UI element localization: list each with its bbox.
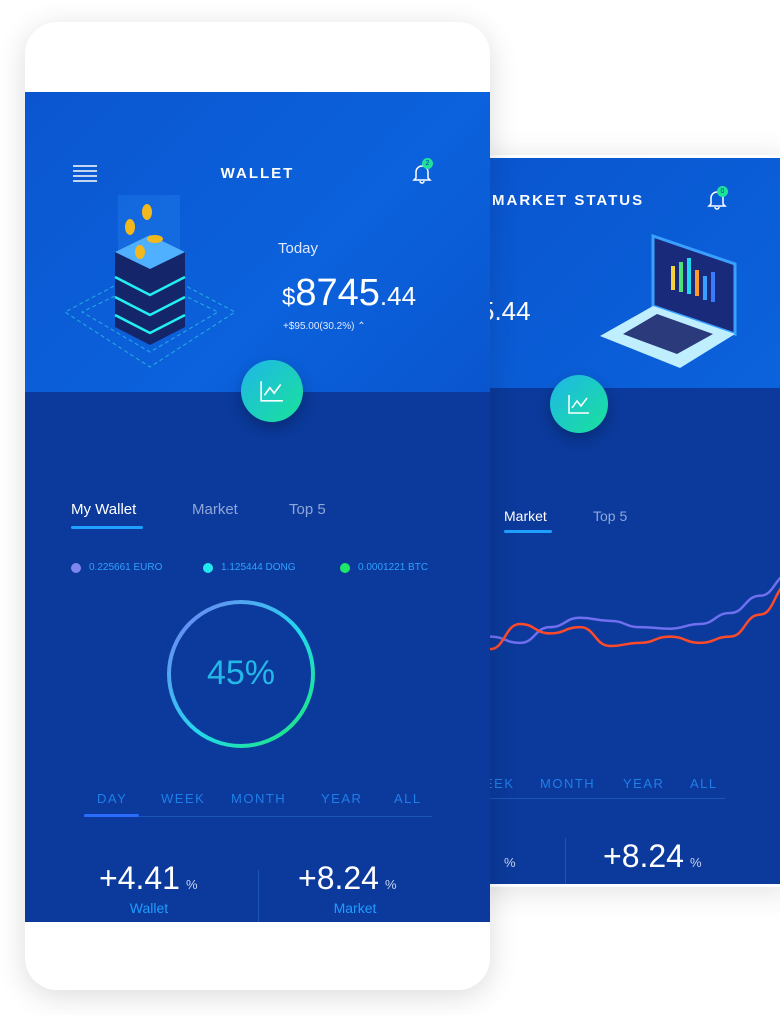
tab-market[interactable]: Market xyxy=(192,501,238,518)
legend-label: 1.125444 DONG xyxy=(221,562,296,573)
bell-icon[interactable]: 2 xyxy=(412,158,433,189)
chart-icon xyxy=(568,395,589,414)
stat-divider xyxy=(565,838,566,884)
stat-value: +4.41 xyxy=(99,860,180,896)
chart-button[interactable] xyxy=(550,375,608,433)
wallet-header xyxy=(25,92,490,392)
legend-dot xyxy=(203,562,213,573)
tab-underline xyxy=(504,530,552,533)
page-title: WALLET xyxy=(220,165,295,182)
wallet-phone: WALLET 2 Today $ 8745 .44 +$95.00(30.2%)… xyxy=(25,22,490,990)
notification-badge: 2 xyxy=(422,158,433,169)
period-track xyxy=(84,816,432,817)
market-screen-body: MARKET STATUS 0 5.44 Market Top 5 EEK MO… xyxy=(470,158,780,884)
change-text: +$95.00(30.2%) xyxy=(283,321,355,332)
legend-dot xyxy=(340,562,350,573)
market-title: MARKET STATUS xyxy=(492,192,645,209)
period-all[interactable]: ALL xyxy=(690,776,718,791)
period-indicator xyxy=(84,814,139,817)
period-divider xyxy=(470,798,725,799)
tab-underline xyxy=(71,526,143,529)
stat-divider xyxy=(258,870,259,922)
series-line-0 xyxy=(490,576,780,645)
period-year[interactable]: YEAR xyxy=(623,776,665,791)
market-status-screen: MARKET STATUS 0 5.44 Market Top 5 EEK MO… xyxy=(470,155,780,887)
donut-chart xyxy=(167,600,315,748)
arrow-up-icon: ⌃ xyxy=(357,321,366,332)
tab-my-wallet[interactable]: My Wallet xyxy=(71,501,137,518)
menu-icon[interactable] xyxy=(73,164,97,187)
market-line-chart xyxy=(490,576,780,651)
balance-decimals: .44 xyxy=(379,281,417,311)
tab-top5[interactable]: Top 5 xyxy=(289,501,326,518)
period-month[interactable]: MONTH xyxy=(540,776,596,791)
stat-value: +8.24 xyxy=(603,838,684,874)
period-week[interactable]: WEEK xyxy=(161,791,206,806)
legend-label: 0.225661 EURO xyxy=(89,562,163,573)
server-coins-illustration xyxy=(64,195,236,368)
stat-unit: % xyxy=(384,877,397,892)
period-all[interactable]: ALL xyxy=(394,791,422,806)
stat-unit: % xyxy=(504,855,516,870)
legend-label: 0.0001221 BTC xyxy=(358,562,429,573)
balance-label: Today xyxy=(278,240,319,257)
balance-amount: $ 8745 .44 xyxy=(282,272,416,315)
chart-icon xyxy=(260,381,283,402)
donut-ring xyxy=(167,600,315,748)
period-month[interactable]: MONTH xyxy=(231,791,287,806)
bell-icon[interactable]: 0 xyxy=(707,186,728,215)
stat-label: Wallet xyxy=(129,900,169,916)
tab-market[interactable]: Market xyxy=(504,508,547,524)
series-line-1 xyxy=(490,587,780,651)
period-year[interactable]: YEAR xyxy=(321,791,363,806)
notification-badge: 0 xyxy=(717,186,728,197)
period-week[interactable]: EEK xyxy=(484,776,515,791)
legend-dot xyxy=(71,562,81,573)
legend-btc: 0.0001221 BTC xyxy=(340,562,428,573)
balance-change: +$95.00(30.2%) ⌃ xyxy=(283,321,366,332)
chart-button[interactable] xyxy=(241,360,303,422)
period-day[interactable]: DAY xyxy=(97,791,128,806)
laptop-illustration xyxy=(600,233,737,368)
stat-unit: % xyxy=(689,855,702,870)
legend-euro: 0.225661 EURO xyxy=(71,562,162,573)
donut-percent: 45% xyxy=(206,654,276,692)
stat-label: Market xyxy=(333,900,377,916)
stat-value: +8.24 xyxy=(298,860,379,896)
wallet-screen: WALLET 2 Today $ 8745 .44 +$95.00(30.2%)… xyxy=(25,92,490,922)
balance-main: 8745 xyxy=(295,272,380,314)
currency-symbol: $ xyxy=(282,284,296,311)
tab-top5[interactable]: Top 5 xyxy=(593,508,628,524)
stat-market: +8.24 % xyxy=(603,838,702,875)
stat-wallet: +4.41 % xyxy=(99,860,198,897)
stat-unit: % xyxy=(185,877,198,892)
stat-market: +8.24 % xyxy=(298,860,397,897)
legend-dong: 1.125444 DONG xyxy=(203,562,296,573)
